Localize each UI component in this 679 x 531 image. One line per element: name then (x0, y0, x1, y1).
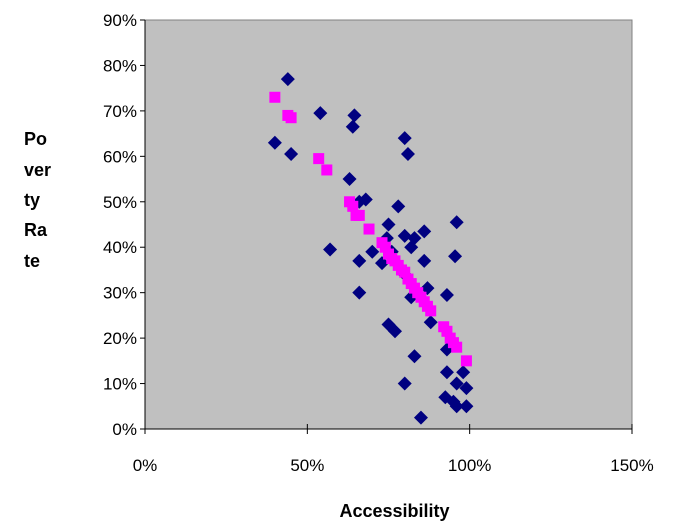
data-point-diamond (459, 399, 474, 414)
x-tick-label: 50% (290, 456, 324, 475)
data-point-diamond (413, 410, 428, 425)
y-tick-label: 80% (103, 56, 137, 75)
y-tick-label: 30% (103, 284, 137, 303)
data-point-diamond (407, 349, 422, 364)
data-point-diamond (456, 365, 471, 380)
data-point-diamond (397, 376, 412, 391)
data-point-diamond (352, 285, 367, 300)
data-point-diamond (280, 72, 295, 87)
y-tick-label: 10% (103, 375, 137, 394)
data-point-diamond (423, 315, 438, 330)
data-point-diamond (448, 249, 463, 264)
axes-layer (140, 19, 633, 434)
data-point-diamond (342, 172, 357, 187)
data-point-diamond (449, 399, 464, 414)
data-point-diamond (381, 217, 396, 232)
data-point-square (347, 200, 359, 212)
y-axis-title-line: ver (24, 160, 51, 180)
data-point-square (441, 325, 453, 337)
data-point-square (379, 241, 391, 253)
x-tick-label: 0% (133, 456, 158, 475)
y-axis-title-line: te (24, 251, 40, 271)
data-point-diamond (417, 224, 432, 239)
y-tick-label: 70% (103, 102, 137, 121)
y-axis-title-line: ty (24, 190, 40, 210)
data-point-diamond (345, 119, 360, 134)
data-point-diamond (404, 240, 419, 255)
data-point-diamond (387, 324, 402, 339)
data-point-square (321, 164, 333, 176)
data-point-diamond (439, 287, 454, 302)
y-tick-label: 90% (103, 11, 137, 30)
data-point-diamond (397, 131, 412, 146)
data-point-diamond (267, 135, 282, 150)
data-point-diamond (459, 381, 474, 396)
data-point-square (363, 223, 375, 235)
data-point-square (313, 153, 325, 165)
data-point-diamond (352, 253, 367, 268)
x-axis-title: Accessibility (339, 501, 449, 521)
data-point-square (425, 305, 437, 317)
data-point-diamond (449, 376, 464, 391)
data-point-diamond (347, 108, 362, 123)
data-point-diamond (420, 281, 435, 296)
data-point-diamond (439, 365, 454, 380)
data-point-square (399, 266, 411, 278)
labels-layer: 0% 10% 20% 30% 40% 50% 60% 70% 80% 90% 0% 50% 100% 15… (24, 11, 654, 521)
points-layer (267, 72, 474, 425)
data-point-square (353, 209, 365, 221)
data-point-square (285, 112, 297, 124)
data-point-diamond (284, 147, 299, 162)
data-point-diamond (313, 106, 328, 121)
data-point-square (460, 355, 472, 367)
y-tick-label: 60% (103, 147, 137, 166)
y-tick-label: 50% (103, 193, 137, 212)
data-point-square (451, 341, 463, 353)
data-point-diamond (400, 147, 415, 162)
y-tick-label: 20% (103, 329, 137, 348)
x-tick-label: 100% (448, 456, 491, 475)
data-point-diamond (417, 253, 432, 268)
y-tick-label: 40% (103, 238, 137, 257)
data-point-diamond (323, 242, 338, 257)
data-point-diamond (391, 199, 406, 214)
y-axis-title-line: Ra (24, 220, 48, 240)
y-axis-title-line: Po (24, 129, 47, 149)
data-point-square (269, 91, 281, 103)
data-point-diamond (449, 215, 464, 230)
x-tick-label: 150% (610, 456, 653, 475)
data-point-diamond (375, 256, 390, 271)
data-point-diamond (397, 228, 412, 243)
data-point-diamond (365, 244, 380, 259)
y-tick-label: 0% (112, 420, 137, 439)
